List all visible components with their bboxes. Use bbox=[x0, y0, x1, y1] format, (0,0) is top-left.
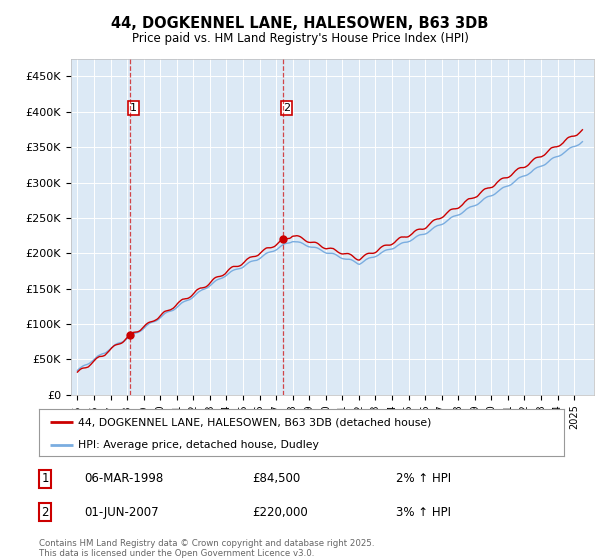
Text: 1: 1 bbox=[41, 472, 49, 486]
Text: 06-MAR-1998: 06-MAR-1998 bbox=[84, 472, 163, 486]
Text: 3% ↑ HPI: 3% ↑ HPI bbox=[396, 506, 451, 519]
Text: 2: 2 bbox=[41, 506, 49, 519]
Text: 01-JUN-2007: 01-JUN-2007 bbox=[84, 506, 158, 519]
Text: 1: 1 bbox=[130, 103, 137, 113]
Text: 44, DOGKENNEL LANE, HALESOWEN, B63 3DB: 44, DOGKENNEL LANE, HALESOWEN, B63 3DB bbox=[112, 16, 488, 31]
Text: 44, DOGKENNEL LANE, HALESOWEN, B63 3DB (detached house): 44, DOGKENNEL LANE, HALESOWEN, B63 3DB (… bbox=[79, 417, 432, 427]
Text: £220,000: £220,000 bbox=[252, 506, 308, 519]
Text: 2% ↑ HPI: 2% ↑ HPI bbox=[396, 472, 451, 486]
Text: 2: 2 bbox=[283, 103, 290, 113]
Text: HPI: Average price, detached house, Dudley: HPI: Average price, detached house, Dudl… bbox=[79, 440, 319, 450]
Text: Contains HM Land Registry data © Crown copyright and database right 2025.
This d: Contains HM Land Registry data © Crown c… bbox=[39, 539, 374, 558]
Text: £84,500: £84,500 bbox=[252, 472, 300, 486]
Text: Price paid vs. HM Land Registry's House Price Index (HPI): Price paid vs. HM Land Registry's House … bbox=[131, 32, 469, 45]
